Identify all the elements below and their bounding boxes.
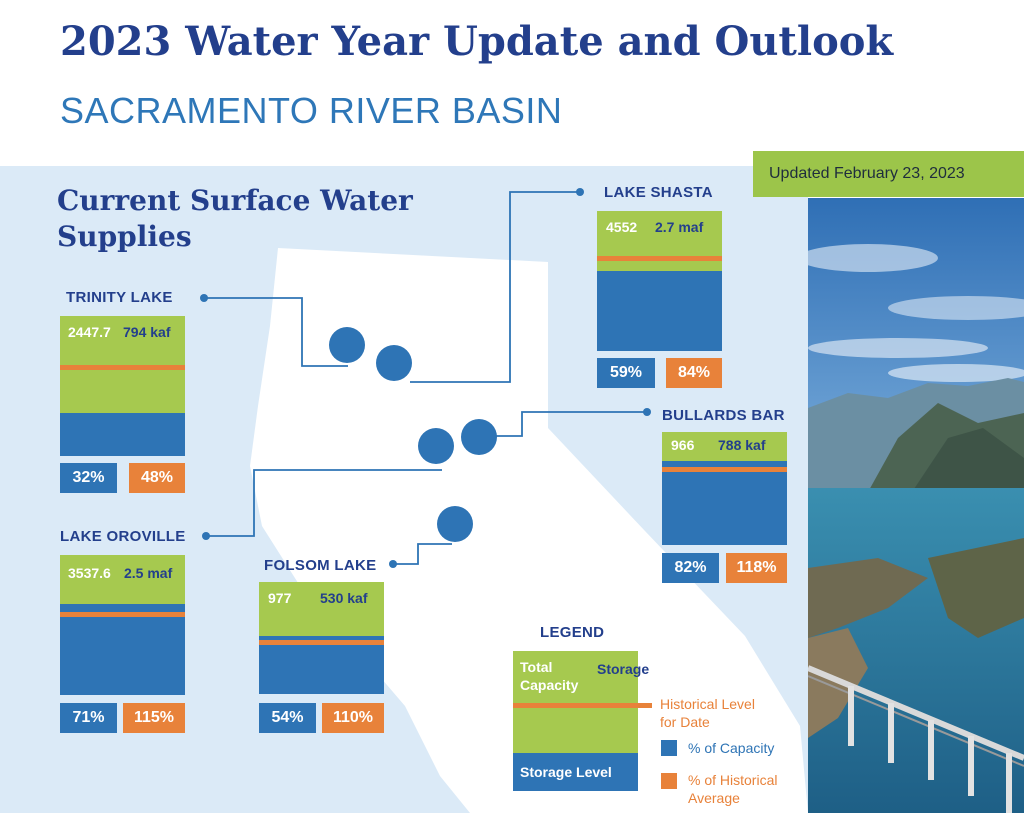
trinity-capacity-fill [60,316,185,413]
location-dot-oroville [418,428,454,464]
oroville-storage-value: 2.5 maf [124,565,173,581]
oroville-capacity-fill [60,555,185,604]
bullards-capacity-fill [662,432,787,461]
section-title-line2: Supplies [57,220,192,253]
legend-storage: Storage [597,661,650,677]
trinity-storage-value: 794 kaf [123,324,171,340]
connector-lines [200,188,651,568]
shasta-capacity-fill [597,211,722,271]
trinity-lake-name: TRINITY LAKE [66,289,173,306]
lake-photo [808,198,1024,813]
legend-historical-line [513,703,652,708]
section-title: Current Surface Water Supplies [57,183,413,255]
folsom-historical-line [259,640,384,645]
oroville-capacity-value: 3537.6 [68,565,111,581]
legend-historical-swatch [661,773,677,789]
legend-capacity-swatch [661,740,677,756]
legend-pct-historical: % of Historical Average [688,771,777,807]
oroville-pct-historical: 115% [123,703,185,733]
bullards-storage-value: 788 kaf [718,437,766,453]
trinity-capacity-value: 2447.7 [68,324,111,340]
shasta-lake-gauge: 4552 2.7 maf [597,211,722,351]
bullards-bar-gauge: 966 788 kaf [662,432,787,545]
legend-storage-level-fill [513,753,638,791]
shasta-historical-line [597,256,722,261]
legend-historical-line1: Historical Level [660,696,755,712]
trinity-pct-historical: 48% [129,463,185,493]
legend-pct-capacity: % of Capacity [688,740,775,756]
updated-badge: Updated February 23, 2023 [753,151,1024,197]
trinity-pct-capacity: 32% [60,463,117,493]
legend-total-capacity-line1: Total [520,659,553,675]
legend-pct-historical-line2: Average [688,790,740,806]
shasta-capacity-value: 4552 [606,219,638,235]
trinity-historical-line [60,365,185,370]
legend-total-capacity-line2: Capacity [520,677,579,693]
folsom-pct-historical: 110% [322,703,384,733]
location-dot-trinity [329,327,365,363]
folsom-pct-capacity: 54% [259,703,316,733]
california-map [250,248,808,813]
bullards-historical-line [662,467,787,472]
location-dot-shasta [376,345,412,381]
shasta-pct-historical: 84% [666,358,722,388]
page-title: 2023 Water Year Update and Outlook [60,18,894,65]
page-subtitle: SACRAMENTO RIVER BASIN [60,90,563,131]
folsom-lake-gauge: 977 530 kaf [259,582,384,694]
legend-pct-historical-line1: % of Historical [688,772,778,788]
oroville-lake-name: LAKE OROVILLE [60,528,186,545]
shasta-pct-capacity: 59% [597,358,655,388]
legend-historical-line2: for Date [660,714,710,730]
oroville-pct-capacity: 71% [60,703,117,733]
bullards-capacity-value: 966 [671,437,695,453]
legend-title: LEGEND [540,624,605,641]
trinity-lake-gauge: 2447.7 794 kaf [60,316,185,456]
bullards-bar-name: BULLARDS BAR [662,407,785,424]
bullards-pct-historical: 118% [726,553,787,583]
folsom-storage-value: 530 kaf [320,590,368,606]
section-title-line1: Current Surface Water [57,184,413,217]
oroville-historical-line [60,612,185,617]
location-dot-bullards [461,419,497,455]
shasta-storage-value: 2.7 maf [655,219,704,235]
legend-total-capacity: Total Capacity [520,658,578,694]
legend-storage-level: Storage Level [520,764,612,780]
folsom-lake-name: FOLSOM LAKE [264,557,377,574]
location-dot-folsom [437,506,473,542]
bullards-pct-capacity: 82% [662,553,719,583]
shasta-lake-name: LAKE SHASTA [604,184,713,201]
oroville-lake-gauge: 3537.6 2.5 maf [60,555,185,695]
legend-historical-label: Historical Level for Date [660,695,755,731]
folsom-capacity-fill [259,582,384,636]
folsom-capacity-value: 977 [268,590,292,606]
